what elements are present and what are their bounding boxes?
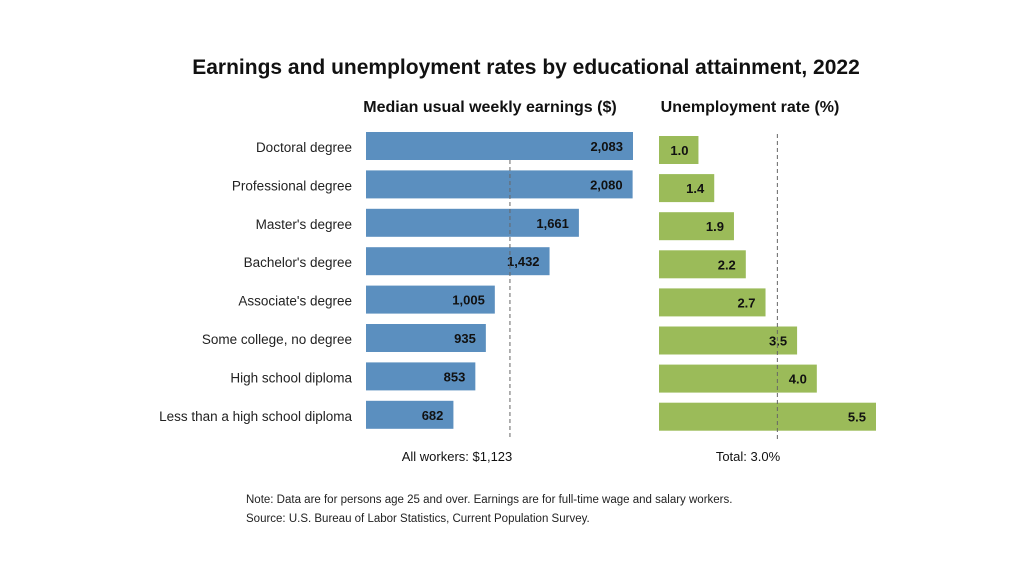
earnings-value-label: 2,080	[590, 177, 623, 192]
earnings-bar	[366, 170, 633, 199]
earnings-value-label: 1,005	[452, 293, 485, 308]
earnings-value-label: 682	[422, 408, 444, 423]
unemployment-subtitle: Unemployment rate (%)	[661, 99, 840, 116]
unemployment-bar	[659, 288, 766, 317]
unemployment-bar	[659, 250, 746, 279]
unemployment-bar	[659, 402, 876, 431]
earnings-bar	[366, 362, 476, 391]
earnings-value-label: 935	[454, 331, 476, 346]
category-label: Associate's degree	[238, 294, 352, 309]
total-label: Total: 3.0%	[716, 449, 781, 464]
unemployment-value-label: 1.9	[706, 219, 724, 234]
category-label: High school diploma	[230, 370, 352, 385]
all-workers-label: All workers: $1,123	[402, 449, 513, 464]
earnings-value-label: 1,661	[536, 216, 569, 231]
earnings-bars: 2,083 2,080 1,661 1,432 1,005 935 853 682	[366, 132, 633, 429]
chart-title: Earnings and unemployment rates by educa…	[192, 56, 860, 79]
chart-note: Note: Data are for persons age 25 and ov…	[246, 494, 732, 506]
earnings-bar	[366, 285, 495, 314]
category-label: Master's degree	[256, 217, 352, 232]
unemployment-value-label: 1.0	[670, 143, 688, 158]
earnings-bar	[366, 324, 486, 352]
unemployment-value-label: 5.5	[848, 410, 866, 425]
unemployment-bar	[659, 364, 817, 393]
unemployment-value-label: 2.2	[718, 257, 736, 272]
category-label: Some college, no degree	[202, 332, 352, 347]
category-label: Doctoral degree	[256, 140, 352, 155]
unemployment-bar	[659, 212, 734, 241]
earnings-value-label: 2,083	[590, 139, 623, 154]
earnings-value-label: 1,432	[507, 254, 540, 269]
unemployment-bars: 1.0 1.4 1.9 2.2 2.7 3.5 4.0 5.5	[659, 136, 876, 431]
earnings-bar	[366, 132, 633, 160]
unemployment-value-label: 1.4	[686, 181, 705, 196]
earnings-bar	[366, 400, 454, 429]
unemployment-bar	[659, 174, 715, 203]
category-label: Less than a high school diploma	[159, 409, 352, 424]
earnings-value-label: 853	[444, 369, 466, 384]
category-labels: Doctoral degree Professional degree Master…	[159, 140, 352, 424]
earnings-subtitle: Median usual weekly earnings ($)	[363, 99, 616, 116]
unemployment-value-label: 4.0	[789, 372, 807, 387]
category-label: Bachelor's degree	[244, 255, 352, 270]
unemployment-bar	[659, 326, 798, 355]
earnings-bar	[366, 247, 550, 276]
unemployment-value-label: 3.5	[769, 334, 787, 349]
earnings-bar	[366, 208, 579, 237]
unemployment-value-label: 2.7	[737, 295, 755, 310]
category-label: Professional degree	[232, 178, 352, 193]
unemployment-bar	[659, 136, 699, 164]
chart-source: Source: U.S. Bureau of Labor Statistics,…	[246, 513, 590, 525]
